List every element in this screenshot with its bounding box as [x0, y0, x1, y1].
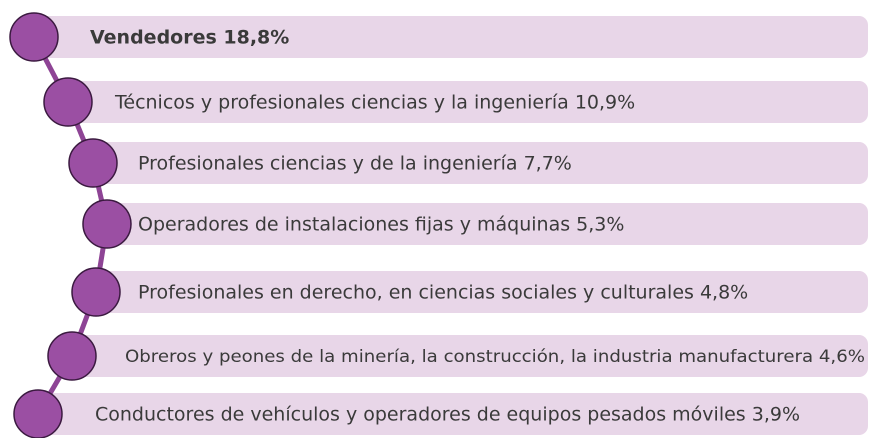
- item-bar: [34, 16, 868, 58]
- item-label: Operadores de instalaciones fijas y máqu…: [138, 214, 624, 236]
- item-circle: [71, 267, 121, 317]
- item-label: Técnicos y profesionales ciencias y la i…: [114, 92, 635, 114]
- item-label: Vendedores 18,8%: [90, 27, 289, 49]
- item-bar: [72, 335, 868, 377]
- item-circle: [68, 138, 118, 188]
- item-label: Conductores de vehículos y operadores de…: [95, 404, 800, 426]
- item-label: Profesionales en derecho, en ciencias so…: [138, 282, 748, 304]
- item-circle: [82, 199, 132, 249]
- item-circle: [13, 389, 63, 438]
- item-bar: [107, 203, 868, 245]
- item-circle: [9, 12, 59, 62]
- item-label: Profesionales ciencias y de la ingenierí…: [138, 153, 572, 175]
- item-bar: [68, 81, 868, 123]
- item-bar: [93, 142, 868, 184]
- item-label: Obreros y peones de la minería, la const…: [125, 347, 865, 367]
- bars: [34, 16, 868, 435]
- item-circle: [47, 331, 97, 381]
- item-bar: [96, 271, 868, 313]
- item-bar: [38, 393, 868, 435]
- item-circle: [43, 77, 93, 127]
